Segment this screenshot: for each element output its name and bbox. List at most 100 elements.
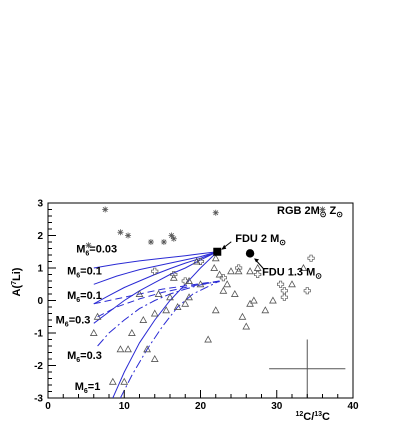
series-label-sub: 6 (65, 321, 69, 328)
cross-point (235, 264, 243, 272)
triangle-point (211, 306, 220, 314)
triangle-point (227, 267, 235, 275)
series-label-sub: 6 (76, 357, 80, 364)
triangle-point (185, 276, 193, 284)
x-axis-title-part: C/ (303, 411, 314, 423)
cross-point (151, 267, 159, 275)
data-marks (85, 206, 346, 398)
x-tick-label: 10 (119, 401, 131, 412)
asterisk-point (168, 232, 175, 239)
triangle-point (173, 302, 182, 310)
fdu-13-marker (245, 249, 255, 258)
triangle-point (246, 267, 254, 275)
triangle-point (196, 280, 205, 288)
asterisk-point (212, 209, 219, 216)
asterisk-stroke (161, 239, 167, 245)
legend-label: RGB 2M⊙ Z⊙ (277, 205, 343, 219)
triangle-point (211, 254, 220, 262)
triangle-point (169, 273, 178, 281)
triangle-point (150, 354, 159, 362)
cross-point (170, 270, 178, 279)
series-label-2: M6=0.1 (67, 290, 102, 304)
asterisk-stroke (125, 233, 131, 238)
triangle-point (253, 263, 262, 271)
y-tick-label: -1 (34, 329, 43, 340)
series-label-part: M (75, 381, 84, 393)
fdu-2-arrow-head (221, 244, 227, 250)
series-label-part: =0.03 (89, 243, 117, 255)
triangle-point (192, 257, 201, 265)
asterisk-stroke (85, 242, 91, 248)
series-line-0 (93, 251, 218, 269)
series-label-0: M6=0.03 (76, 243, 117, 257)
series-label-part: M (67, 350, 76, 362)
x-tick-label: 30 (271, 401, 283, 412)
series-label-sub: 6 (76, 273, 80, 280)
asterisk-point (85, 242, 92, 249)
series-label-part: =0.1 (80, 290, 102, 302)
asterisk-point (102, 206, 109, 213)
fdu-13-arrow (255, 260, 265, 270)
asterisk-point (125, 232, 132, 239)
legend-label-sub: ⊙ (320, 210, 327, 219)
cross-point (303, 287, 311, 295)
x-axis-title-part: C (322, 411, 330, 423)
y-axis-title-part: A( (11, 285, 23, 297)
y-axis-title: A(7Li) (11, 267, 23, 296)
fdu-2-label: FDU 2 M⊙ (235, 233, 286, 247)
triangle-point (288, 280, 296, 288)
triangle-point (166, 293, 174, 301)
series-label-part: M (67, 290, 76, 302)
triangle-point (124, 345, 132, 353)
asterisk-stroke (213, 210, 219, 216)
triangle-point (150, 309, 159, 317)
series-label-part: =1 (88, 381, 101, 393)
asterisk-point (160, 239, 167, 245)
x-tick-label: 0 (45, 401, 51, 412)
series-label-4: M6=0.3 (67, 350, 102, 364)
series-label-sub: 6 (84, 388, 88, 395)
y-axis-title-part: Li) (11, 267, 23, 281)
y-tick-label: -2 (34, 361, 43, 372)
y-tick-label: -3 (34, 394, 43, 405)
asterisk-point (147, 239, 154, 245)
triangle-point (230, 289, 239, 297)
triangle-point (242, 322, 251, 330)
asterisk-stroke (169, 233, 175, 238)
cross-point (254, 270, 262, 279)
series-label-part: M (76, 243, 85, 255)
asterisk-point (170, 235, 177, 242)
y-axis-title-sup: 7 (11, 281, 18, 285)
asterisk-stroke (117, 229, 123, 235)
triangle-point (120, 377, 129, 385)
triangle-point (219, 286, 228, 294)
x-tick-label: 20 (195, 401, 207, 412)
cross-point (219, 274, 227, 282)
fdu-2-marker (213, 247, 222, 256)
labels: RGB 2M⊙ Z⊙FDU 2 M⊙FDU 1.3 M⊙M6=0.03M6=0.… (56, 205, 344, 395)
y-tick-label: 2 (37, 231, 43, 242)
x-axis-title-sup: 12 (295, 411, 303, 418)
x-tick-label: 40 (347, 401, 359, 412)
triangle-point (261, 306, 270, 314)
series-label-sub: 6 (76, 297, 80, 304)
cross-point (181, 277, 189, 285)
fdu-13-label-text: FDU 1.3 M (262, 266, 315, 278)
triangle-point (185, 293, 193, 301)
triangle-point (223, 280, 232, 288)
triangle-point (127, 328, 136, 336)
legend-label-part: Z (326, 205, 336, 217)
asterisk-point (117, 229, 124, 236)
triangle-point (108, 377, 117, 385)
cross-point (196, 257, 205, 266)
fdu-13-label: FDU 1.3 M⊙ (262, 266, 322, 280)
triangle-point (116, 345, 125, 353)
series-label-part: =0.3 (80, 350, 102, 362)
cross-point (277, 280, 285, 288)
triangle-point (215, 270, 224, 278)
series-label-part: =0.1 (80, 266, 102, 278)
x-axis-title: 12C/13C (295, 411, 330, 423)
series-label-part: M (67, 266, 76, 278)
